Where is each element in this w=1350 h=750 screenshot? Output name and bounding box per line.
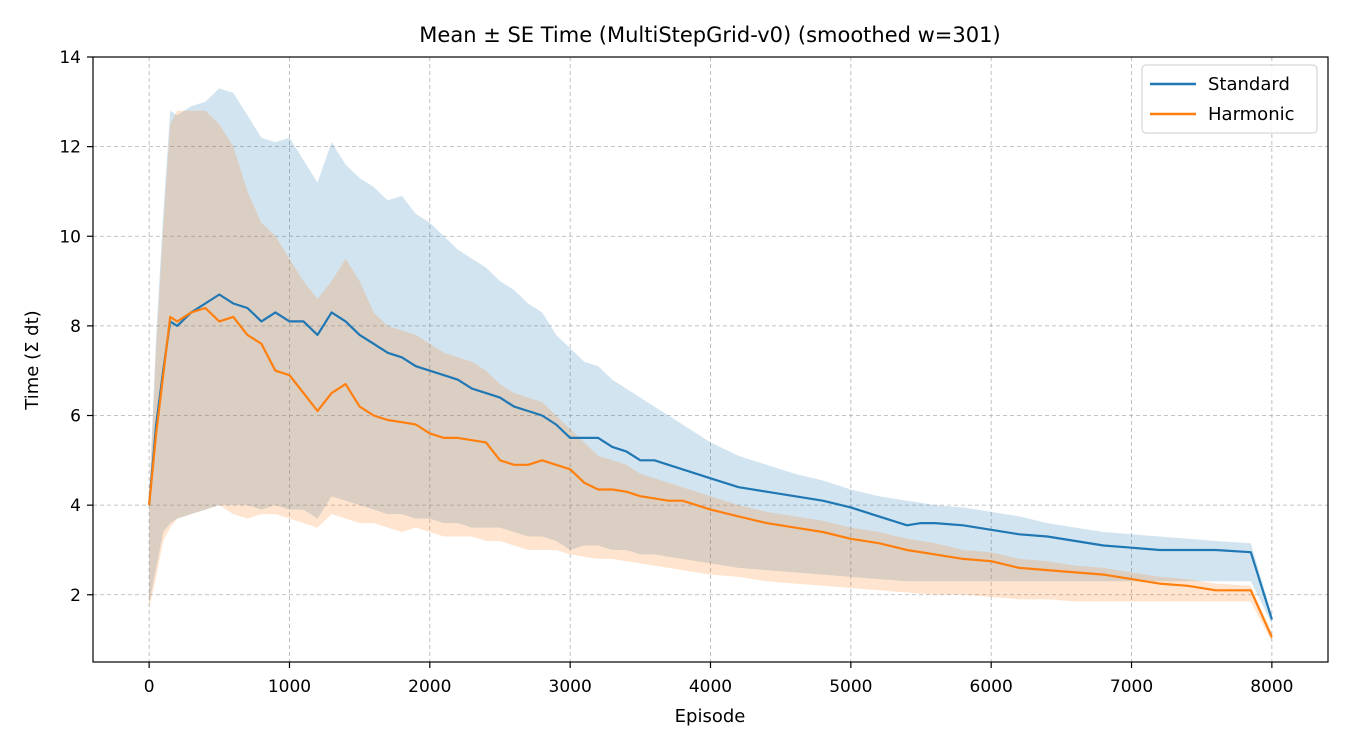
legend-label-standard: Standard: [1208, 74, 1290, 95]
legend-label-harmonic: Harmonic: [1208, 104, 1295, 125]
series-lines: [148, 293, 1273, 638]
legend-box: [1141, 64, 1318, 134]
x-axis-title: Episode: [675, 706, 746, 727]
y-tick-label: 12: [59, 138, 81, 158]
x-tick-label: 6000: [970, 677, 1013, 697]
x-tick-label: 7000: [1110, 677, 1153, 697]
legend: Standard Harmonic: [1141, 64, 1318, 134]
y-axis-title: Time (Σ dt): [22, 310, 43, 410]
se-bands: [149, 88, 1272, 642]
y-tick-label: 10: [59, 227, 81, 247]
y-tick-label: 8: [70, 317, 81, 337]
y-tick-label: 14: [59, 48, 81, 68]
x-tick-label: 1000: [268, 677, 311, 697]
x-tick-label: 8000: [1250, 677, 1293, 697]
y-tick-label: 4: [70, 496, 81, 516]
x-tick-label: 0: [144, 677, 155, 697]
se-band-harmonic: [149, 110, 1272, 642]
y-tick-label: 2: [70, 586, 81, 606]
grid: [93, 56, 1328, 662]
x-tick-label: 5000: [829, 677, 872, 697]
series-line-standard: [148, 293, 1273, 620]
axis-ticks: 0 1000 2000 3000 4000 5000 6000 7000 8000 2 4 6 8 10 1…: [59, 48, 1293, 697]
y-tick-label: 6: [70, 407, 81, 427]
x-tick-label: 2000: [408, 677, 451, 697]
x-tick-label: 4000: [689, 677, 732, 697]
series-line-harmonic: [148, 306, 1273, 638]
se-band-standard: [149, 88, 1272, 624]
chart-title: Mean ± SE Time (MultiStepGrid-v0) (smoot…: [419, 23, 1000, 47]
x-tick-label: 3000: [549, 677, 592, 697]
